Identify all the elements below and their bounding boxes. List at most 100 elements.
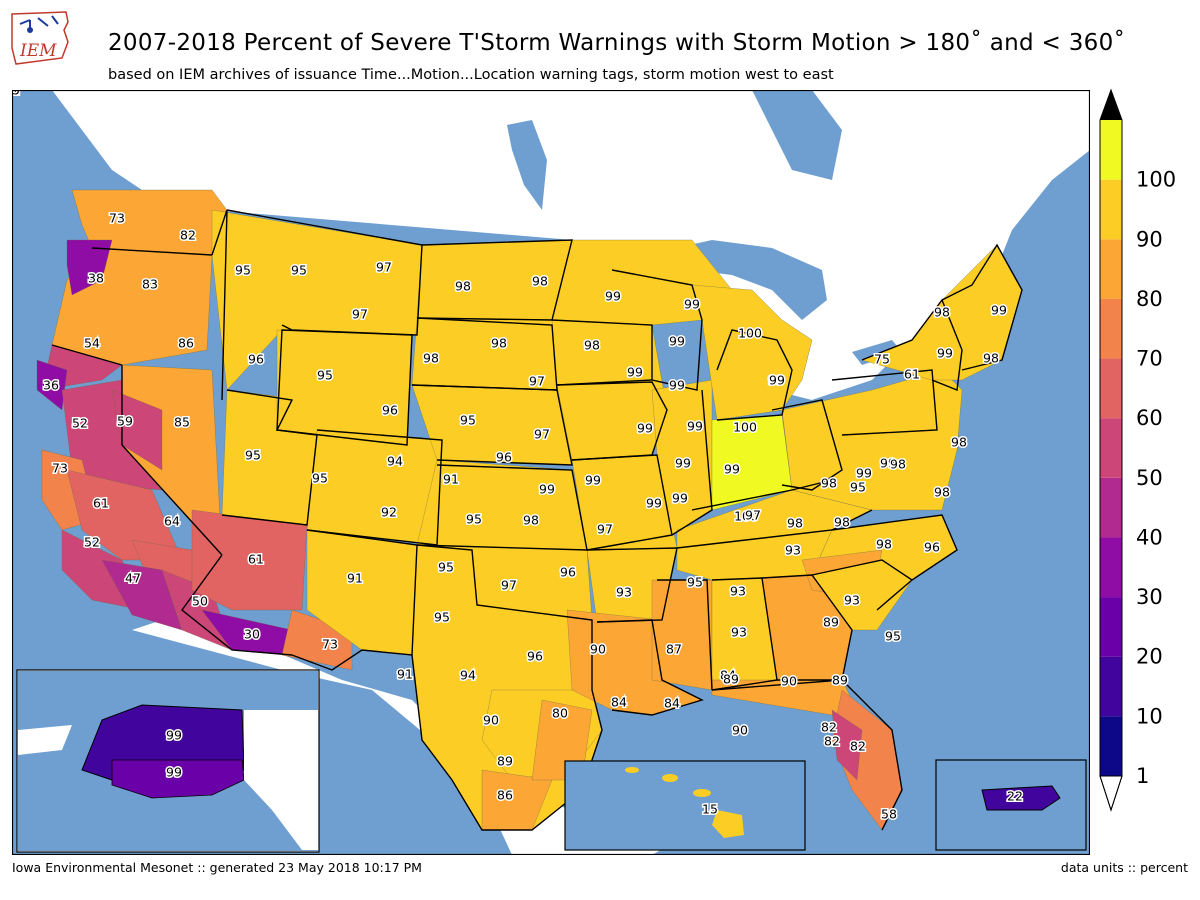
state-border-az	[181, 554, 293, 656]
region-value-label: 98	[491, 336, 507, 351]
region-value-label: 99	[675, 456, 691, 471]
colorbar: 1 10 20 30 40 50 60 70 80 90 100	[1099, 88, 1176, 812]
colorbar-under-arrow	[1099, 775, 1123, 812]
region-value-label: 95	[317, 368, 333, 383]
region-value-label: 99	[646, 496, 662, 511]
colorbar-over-arrow	[1100, 90, 1122, 120]
colorbar-bin	[1100, 358, 1122, 419]
region-value-label: 90	[732, 723, 748, 738]
region-value-label: 82	[824, 734, 840, 749]
region-value-label: 59	[117, 414, 133, 429]
colorbar-bin	[1100, 298, 1122, 359]
region-value-label: 95	[434, 610, 450, 625]
region-value-label: 99	[769, 373, 785, 388]
region-value-label: 98	[951, 435, 967, 450]
state-border-mt	[226, 209, 423, 336]
region-value-label: 95	[245, 448, 261, 463]
region-value-label: 99	[856, 466, 872, 481]
region-value-label: 97	[352, 307, 368, 322]
state-border-mo-ar	[571, 454, 673, 551]
footer-credit: Iowa Environmental Mesonet :: generated …	[12, 860, 422, 875]
region-value-label: 95	[460, 413, 476, 428]
region-value-label: 95	[438, 560, 454, 575]
region-value-label: 99	[669, 334, 685, 349]
state-border-ms-al	[657, 577, 778, 691]
region-value-label: 99	[539, 482, 555, 497]
colorbar-tick-label: 50	[1136, 466, 1163, 490]
region-fill	[66, 239, 113, 296]
puerto-rico-inset	[935, 759, 1087, 851]
state-border-nd-sd	[416, 239, 573, 321]
region-value-label: 91	[443, 472, 459, 487]
region-value-label: 73	[52, 461, 68, 476]
region-value-label: 61	[248, 552, 264, 567]
region-value-label: 99	[991, 303, 1007, 318]
region-value-label: 96	[382, 403, 398, 418]
region-value-label: 98	[523, 513, 539, 528]
region-value-label: 22	[1007, 789, 1023, 804]
colorbar-tick-label: 100	[1136, 168, 1176, 192]
region-value-label: 91	[347, 571, 363, 586]
region-fill	[111, 389, 163, 471]
region-value-label: 82	[180, 228, 196, 243]
region-value-label: 96	[248, 352, 264, 367]
state-border-nm	[291, 529, 418, 671]
state-border-wy	[276, 329, 413, 446]
colorbar-tick-label: 70	[1136, 347, 1163, 371]
map-figure: 73 82 38 83 54 86 36 52 59 85 73 61 64 52 47 50 30 61 73 95…	[12, 90, 1090, 855]
state-border-mi	[716, 329, 793, 421]
region-value-label: 89	[823, 615, 839, 630]
colorbar-tick-label: 80	[1136, 287, 1163, 311]
state-border-id-wy	[211, 209, 228, 401]
region-value-label: 15	[702, 802, 718, 817]
region-value-label: 73	[322, 637, 338, 652]
region-value-label: 61	[904, 367, 920, 382]
colorbar-bin	[1100, 597, 1122, 657]
region-value-label: 90	[483, 713, 499, 728]
russia-land	[18, 725, 72, 755]
region-value-label: 95	[235, 263, 251, 278]
region-value-label: 99	[669, 378, 685, 393]
region-value-label: 100	[738, 326, 762, 341]
alaska-south	[111, 759, 245, 799]
state-border-ne-states	[941, 243, 1023, 371]
region-value-label: 96	[527, 649, 543, 664]
region-value-label: 61	[93, 496, 109, 511]
region-value-label: 80	[552, 706, 568, 721]
colorbar-bin	[1100, 120, 1122, 180]
region-value-label: 99	[637, 421, 653, 436]
region-value-label: 50	[192, 594, 208, 609]
region-value-label: 36	[43, 378, 59, 393]
colorbar-bin	[1100, 418, 1122, 478]
state-border-ny	[861, 298, 963, 391]
region-value-label: 89	[832, 673, 848, 688]
region-value-label: 82	[821, 720, 837, 735]
region-value-label: 95	[466, 512, 482, 527]
region-value-label: 93	[730, 584, 746, 599]
region-value-label: 99	[605, 289, 621, 304]
region-value-label: 95	[885, 629, 901, 644]
region-value-label: 92	[12, 90, 20, 98]
colorbar-tick-label: 20	[1136, 645, 1163, 669]
colorbar-tick-label: 10	[1136, 704, 1163, 728]
region-value-label: 97	[529, 374, 545, 389]
region-value-label: 83	[142, 277, 158, 292]
region-value-label: 58	[881, 807, 897, 822]
region-value-label: 86	[178, 336, 194, 351]
region-value-label: 89	[723, 672, 739, 687]
region-value-label: 99	[627, 365, 643, 380]
region-value-label: 86	[497, 788, 513, 803]
region-value-label: 84	[611, 695, 627, 710]
region-fill	[36, 359, 68, 411]
region-value-label: 98	[455, 279, 471, 294]
state-border-ne-ks	[411, 384, 573, 466]
region-value-label: 99	[724, 462, 740, 477]
colorbar-bin	[1100, 239, 1122, 299]
hudson-bay	[752, 90, 842, 180]
region-value-label: 97	[534, 427, 550, 442]
region-value-label: 95	[291, 263, 307, 278]
region-value-label: 98	[890, 457, 906, 472]
region-value-label: 94	[387, 454, 403, 469]
region-value-label: 95	[687, 575, 703, 590]
region-value-label: 97	[501, 578, 517, 593]
